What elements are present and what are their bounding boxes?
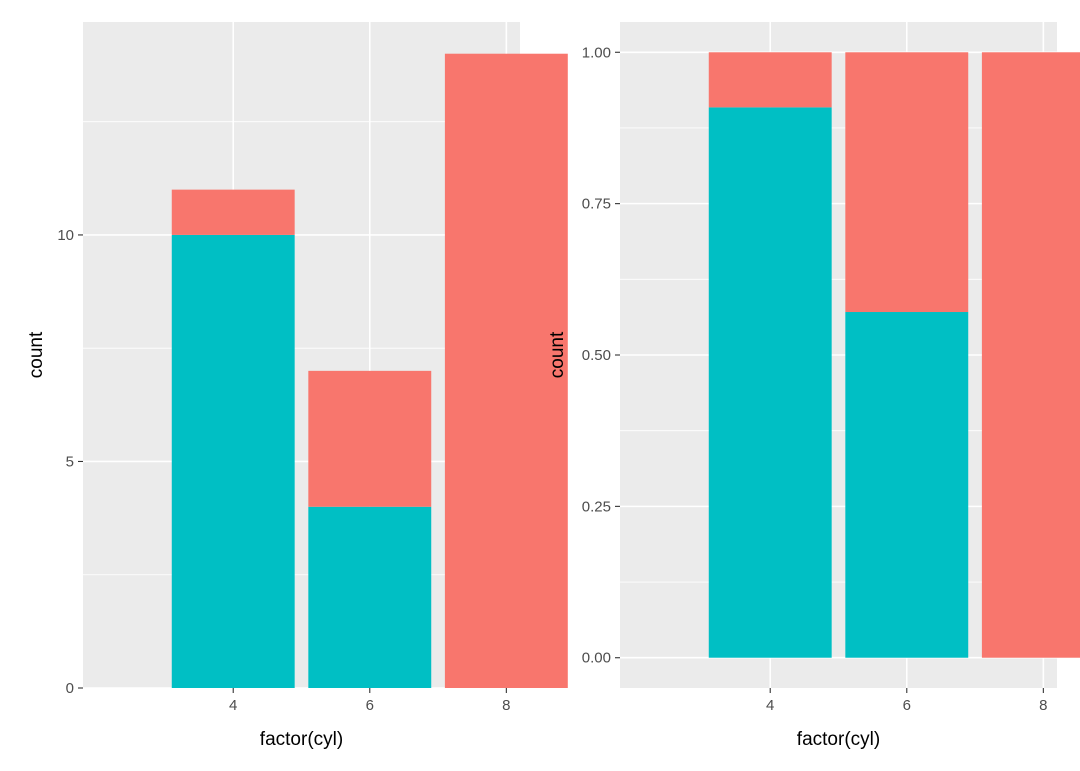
bar-cyl-4-series-0 xyxy=(708,52,832,108)
x-tick-label: 6 xyxy=(903,697,911,714)
y-axis-title: count xyxy=(26,331,47,378)
y-tick-label: 1.00 xyxy=(582,44,611,61)
y-tick-label: 0.50 xyxy=(582,347,611,364)
bar-cyl-6-series-0 xyxy=(845,52,969,313)
chart-right-stacked-proportions: 0.00 0.25 0.50 0.75 1.00 4 6 8 factor(cyl) count xyxy=(547,22,1080,750)
bar-cyl-6-series-0 xyxy=(308,370,432,507)
x-tick-label: 4 xyxy=(766,697,774,714)
y-tick-label: 0 xyxy=(66,680,74,697)
y-tick-label: 5 xyxy=(66,453,74,470)
x-axis-title: factor(cyl) xyxy=(260,729,343,750)
x-tick-label: 6 xyxy=(366,697,374,714)
bar-cyl-6-series-1 xyxy=(845,312,969,658)
x-tick-label: 8 xyxy=(1039,697,1047,714)
bar-cyl-6-series-1 xyxy=(308,506,432,688)
y-tick-label: 0.75 xyxy=(582,196,611,213)
x-tick-label: 8 xyxy=(502,697,510,714)
bar-cyl-4-series-1 xyxy=(171,234,295,688)
y-tick-label: 0.25 xyxy=(582,498,611,515)
x-tick-label: 4 xyxy=(229,697,237,714)
y-tick-label: 10 xyxy=(57,227,74,244)
bar-cyl-4-series-0 xyxy=(171,189,295,235)
chart-left-stacked-counts: 0 5 10 4 6 8 factor(cyl) count xyxy=(26,22,568,750)
bar-cyl-8-series-0 xyxy=(981,52,1080,658)
y-axis-title: count xyxy=(547,331,568,378)
x-axis-title: factor(cyl) xyxy=(797,729,880,750)
bar-cyl-4-series-1 xyxy=(708,107,832,658)
bar-cyl-8-series-0 xyxy=(444,53,568,688)
y-tick-label: 0.00 xyxy=(582,650,611,667)
